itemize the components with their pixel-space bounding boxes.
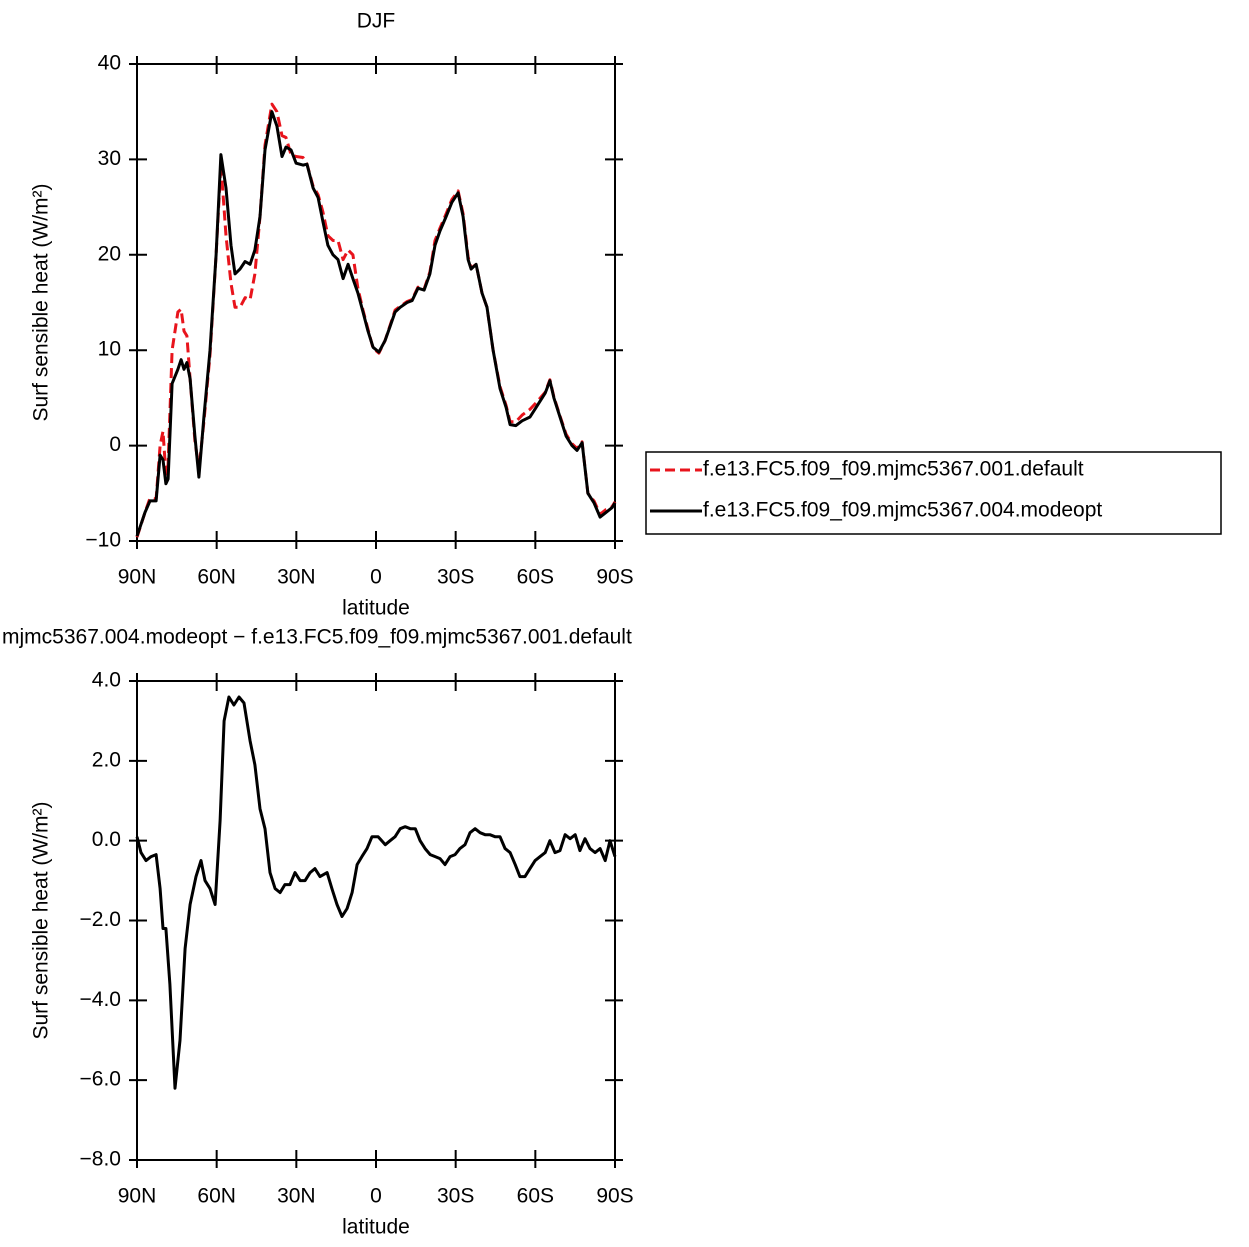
y-axis-label: Surf sensible heat (W/m²) (30, 801, 53, 1039)
y-tick-label: −8.0 (80, 1148, 121, 1171)
y-tick-label: −6.0 (80, 1068, 121, 1091)
legend-label: f.e13.FC5.f09_f09.mjmc5367.004.modeopt (703, 499, 1102, 522)
y-tick-label: 20 (98, 242, 121, 265)
x-tick-label: 30N (277, 1185, 316, 1208)
x-tick-label: 90S (596, 566, 633, 589)
x-tick-label: 60N (197, 566, 236, 589)
data-line (135, 695, 617, 1090)
y-tick-label: 40 (98, 52, 121, 75)
x-tick-label: 0 (370, 566, 382, 589)
panel-title: mjmc5367.004.modeopt − f.e13.FC5.f09_f09… (2, 626, 632, 649)
x-axis-label: latitude (342, 597, 410, 620)
plot-frame (136, 63, 616, 542)
x-tick-label: 60S (517, 1185, 554, 1208)
x-tick-label: 30S (437, 1185, 474, 1208)
y-tick-label: −10 (85, 529, 121, 552)
y-tick-label: −2.0 (80, 908, 121, 931)
y-tick-label: 0 (109, 433, 121, 456)
y-tick-label: 4.0 (92, 669, 121, 692)
x-tick-label: 90N (118, 566, 157, 589)
y-tick-label: 10 (98, 338, 121, 361)
x-tick-label: 90S (596, 1185, 633, 1208)
x-tick-label: 90N (118, 1185, 157, 1208)
data-line (135, 110, 617, 537)
x-tick-label: 60S (517, 566, 554, 589)
y-axis-label: Surf sensible heat (W/m²) (30, 183, 53, 421)
x-tick-label: 30N (277, 566, 316, 589)
data-line (135, 102, 617, 538)
legend-label: f.e13.FC5.f09_f09.mjmc5367.001.default (703, 458, 1084, 481)
plot-frame (136, 680, 616, 1161)
legend-box (645, 451, 1222, 535)
panel-title: DJF (357, 10, 396, 33)
x-tick-label: 60N (197, 1185, 236, 1208)
x-tick-label: 0 (370, 1185, 382, 1208)
y-tick-label: −4.0 (80, 988, 121, 1011)
x-axis-label: latitude (342, 1216, 410, 1239)
x-tick-label: 30S (437, 566, 474, 589)
y-tick-label: 30 (98, 147, 121, 170)
y-tick-label: 2.0 (92, 748, 121, 771)
y-tick-label: 0.0 (92, 828, 121, 851)
